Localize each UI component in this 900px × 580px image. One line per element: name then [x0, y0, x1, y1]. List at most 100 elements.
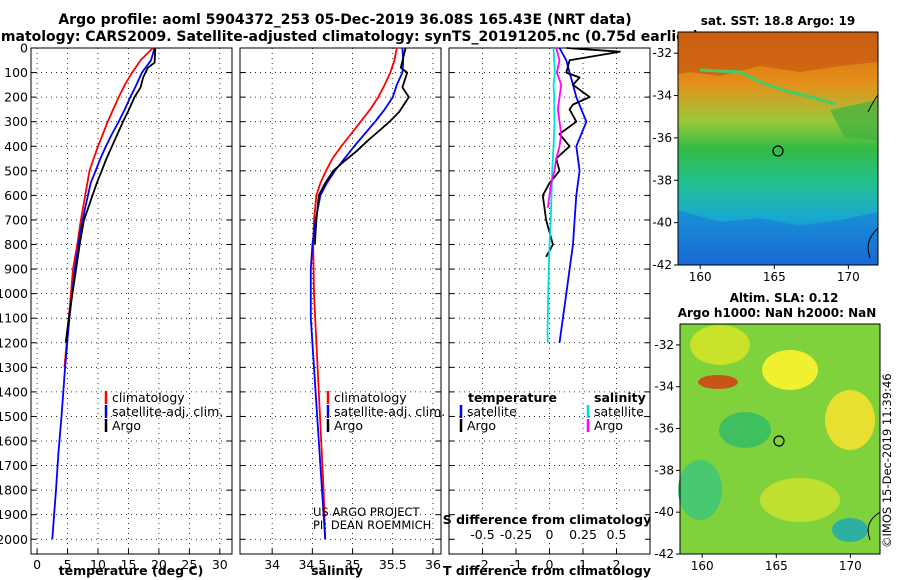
y-tick-label: 1800 [0, 483, 28, 498]
sst-cold-patch [678, 210, 878, 265]
sla-blob [825, 390, 875, 450]
s-tick-label: 0.25 [569, 527, 597, 542]
legend-label-argo: Argo [334, 418, 363, 433]
s-tick-label: -0.25 [500, 527, 532, 542]
x-tick-label: 0 [546, 557, 554, 572]
sla-map-title1: Altim. SLA: 0.12 [730, 291, 839, 305]
y-tick-label: 1400 [0, 384, 28, 399]
legend-header-salinity: salinity [594, 390, 646, 405]
x-tick-label: 0 [33, 557, 41, 572]
y-tick-label: 700 [4, 212, 28, 227]
y-tick-label: 800 [4, 237, 28, 252]
x-tick-label: 25 [181, 557, 197, 572]
sla-blob [760, 478, 840, 522]
lat-tick-label: -38 [654, 463, 674, 477]
t-difference-xlabel: T difference from climatology [443, 563, 651, 578]
sst-front [699, 68, 836, 106]
credit-line1: US ARGO PROJECT [313, 505, 421, 519]
coastline [867, 227, 879, 259]
x-tick-label: 20 [151, 557, 167, 572]
figure-title-line2: Climatology: CARS2009. Satellite-adjuste… [0, 29, 699, 45]
temperature-plot-frame [30, 47, 233, 555]
s-axis-background [455, 510, 645, 540]
sst-eddy [830, 100, 878, 140]
figure-title-line1: Argo profile: aoml 5904372_253 05-Dec-20… [58, 12, 631, 28]
y-tick-label: 2000 [0, 532, 28, 547]
series-line-climatology [63, 47, 154, 368]
sst-map-title: sat. SST: 18.8 Argo: 19 [701, 14, 855, 28]
lat-tick-label: -32 [652, 46, 672, 60]
lon-tick-label: 160 [691, 559, 714, 573]
x-tick-label: 35 [345, 557, 361, 572]
y-tick-label: 1500 [0, 409, 28, 424]
sla-blob [762, 350, 818, 390]
legend-label-temp-satellite: satellite [467, 404, 517, 419]
float-position-marker [772, 145, 784, 157]
sst-warm-patch [678, 32, 878, 76]
x-tick-label: 2 [613, 557, 621, 572]
x-tick-label: -2 [476, 557, 488, 572]
x-tick-label: -1 [510, 557, 522, 572]
lat-tick-label: -38 [652, 173, 672, 187]
float-position-marker [773, 435, 785, 447]
s-tick-label: 0.5 [607, 527, 627, 542]
y-tick-label: 300 [4, 114, 28, 129]
salinity-panel: 34 34.5 35 35.5 36 salinity climatology sate… [239, 47, 445, 578]
y-tick-label: 100 [4, 65, 28, 80]
x-tick-label: 15 [121, 557, 137, 572]
legend-label-satellite: satellite-adj. clim. [112, 404, 223, 419]
y-tick-label: 200 [4, 90, 28, 105]
y-tick-label: 0 [20, 41, 28, 56]
lat-tick-label: -34 [654, 380, 674, 394]
legend-label-satellite: satellite-adj. clim. [334, 404, 445, 419]
y-tick-label: 1100 [0, 311, 28, 326]
lat-tick-label: -42 [654, 547, 674, 561]
x-tick-label: 10 [90, 557, 106, 572]
s-tick-label: -0.5 [470, 527, 494, 542]
lon-tick-label: 165 [765, 559, 788, 573]
series-line-salinity-argo [546, 47, 563, 208]
legend-label-sal-satellite: satellite [594, 404, 644, 419]
lat-tick-label: -40 [654, 505, 674, 519]
x-tick-label: 34.5 [298, 557, 326, 572]
y-tick-label: 1300 [0, 360, 28, 375]
s-difference-xlabel: S difference from climatology [443, 512, 652, 527]
y-tick-label: 1700 [0, 458, 28, 473]
sla-map: Altim. SLA: 0.12 Argo h1000: NaN h2000: … [654, 291, 881, 573]
temperature-xlabel: temperature (deg C) [59, 563, 204, 578]
lat-tick-label: -32 [654, 338, 674, 352]
legend-label-argo: Argo [112, 418, 141, 433]
x-tick-label: 36 [425, 557, 441, 572]
x-tick-label: 35.5 [379, 557, 407, 572]
x-tick-label: 5 [64, 557, 72, 572]
y-tick-label: 1600 [0, 434, 28, 449]
x-tick-label: 1 [579, 557, 587, 572]
salinity-legend: climatology satellite-adj. clim. Argo [326, 390, 445, 433]
sst-map: sat. SST: 18.8 Argo: 19 -32 -34 -36 -38 -40 -… [652, 14, 879, 284]
series-line-argo [313, 47, 410, 245]
sla-map-title2: Argo h1000: NaN h2000: NaN [678, 306, 877, 320]
temperature-legend: climatology satellite-adj. clim. Argo [104, 390, 223, 433]
x-tick-label: 30 [212, 557, 228, 572]
difference-legend: temperature satellite Argo salinity sate… [459, 390, 646, 433]
lat-tick-label: -36 [652, 131, 672, 145]
sla-blob [690, 325, 750, 365]
legend-label-sal-argo: Argo [594, 418, 623, 433]
y-tick-label: 400 [4, 139, 28, 154]
imos-timestamp: ©IMOS 15-Dec-2019 11:39:46 [880, 373, 894, 548]
sla-high-anomaly [698, 375, 738, 389]
lon-tick-label: 165 [763, 270, 786, 284]
series-line-climatology [312, 47, 398, 540]
sla-blob [832, 518, 868, 542]
s-tick-label: 0 [546, 527, 554, 542]
y-tick-label: 1900 [0, 507, 28, 522]
salinity-xlabel: salinity [311, 563, 363, 578]
series-line-temperature-satellite [558, 47, 588, 343]
legend-label-temp-argo: Argo [467, 418, 496, 433]
sla-map-frame [679, 323, 881, 555]
lat-tick-label: -40 [652, 216, 672, 230]
lon-tick-label: 160 [689, 270, 712, 284]
y-tick-label: 1200 [0, 335, 28, 350]
x-tick-label: 34 [264, 557, 280, 572]
